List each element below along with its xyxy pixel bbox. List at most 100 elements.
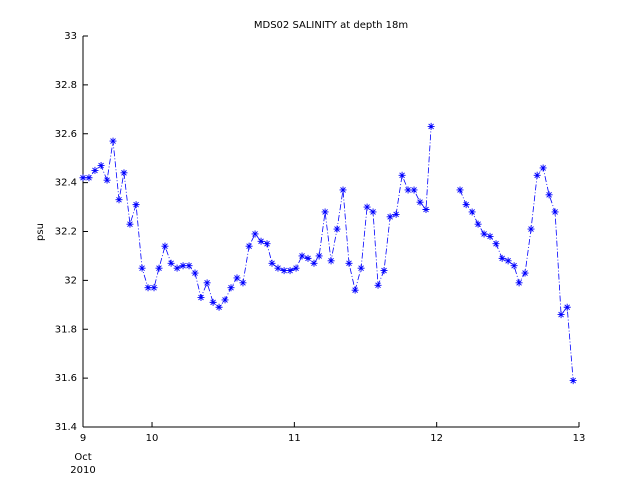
data-marker [292,264,300,272]
data-marker [492,240,500,248]
data-marker [357,264,365,272]
data-line [459,167,574,381]
data-marker [374,281,382,289]
data-marker [257,237,265,245]
data-marker [369,208,377,216]
data-marker [569,377,577,385]
data-marker [268,259,276,267]
data-marker [109,137,117,145]
y-tick-label: 31.8 [55,324,77,335]
data-marker [510,262,518,270]
data-marker [427,122,435,130]
data-marker [138,264,146,272]
data-marker [527,225,535,233]
data-marker [97,162,105,170]
data-marker [339,186,347,194]
data-marker [392,210,400,218]
data-marker [298,252,306,260]
data-marker [398,171,406,179]
x-tick-label: 11 [288,433,301,444]
data-marker [468,208,476,216]
data-marker [363,203,371,211]
data-marker [132,201,140,209]
data-marker [380,267,388,275]
data-marker [474,220,482,228]
data-marker [167,259,175,267]
y-tick-label: 33 [64,31,77,42]
data-marker [191,269,199,277]
x-axis-year: 2010 [70,465,95,476]
data-marker [410,186,418,194]
data-marker [504,257,512,265]
data-marker [85,174,93,182]
data-marker [327,257,335,265]
data-marker [263,240,271,248]
y-tick-label: 32.2 [55,227,77,238]
data-marker [404,186,412,194]
data-marker [351,286,359,294]
data-marker [115,196,123,204]
data-marker [155,264,163,272]
y-tick-label: 31.6 [55,373,77,384]
data-marker [251,230,259,238]
data-marker [79,174,87,182]
data-marker [221,296,229,304]
data-marker [209,298,217,306]
data-marker [315,252,323,260]
data-marker [239,279,247,287]
y-tick-label: 32.8 [55,80,77,91]
y-tick-label: 32.6 [55,129,77,140]
data-marker [345,259,353,267]
data-marker [304,254,312,262]
data-marker [539,164,547,172]
data-marker [203,279,211,287]
data-marker [215,303,223,311]
data-marker [545,191,553,199]
data-marker [286,267,294,275]
data-marker [480,230,488,238]
data-line [83,126,432,308]
y-tick-label: 32.4 [55,178,77,189]
data-marker [179,262,187,270]
data-marker [245,242,253,250]
data-marker [551,208,559,216]
data-marker [197,293,205,301]
data-marker [563,303,571,311]
data-marker [515,279,523,287]
data-marker [144,284,152,292]
data-marker [422,206,430,214]
data-marker [233,274,241,282]
data-marker [521,269,529,277]
data-marker [386,213,394,221]
x-tick-label: 12 [430,433,443,444]
data-marker [321,208,329,216]
chart-title: MDS02 SALINITY at depth 18m [254,20,408,31]
y-tick-label: 31.4 [55,422,77,433]
data-marker [173,264,181,272]
data-marker [557,311,565,319]
data-marker [280,267,288,275]
data-marker [462,201,470,209]
data-marker [274,264,282,272]
data-marker [416,198,424,206]
data-marker [103,176,111,184]
data-marker [486,232,494,240]
y-axis-label: psu [35,223,46,241]
x-tick-label: 10 [146,433,159,444]
x-tick-label: 9 [80,433,86,444]
data-marker [498,254,506,262]
x-tick-label: 13 [573,433,586,444]
data-marker [161,242,169,250]
data-marker [333,225,341,233]
data-marker [91,166,99,174]
data-marker [533,171,541,179]
data-marker [227,284,235,292]
y-tick-label: 32 [64,275,77,286]
data-marker [126,220,134,228]
data-marker [120,169,128,177]
data-marker [310,259,318,267]
x-axis-month: Oct [74,452,91,463]
data-marker [185,262,193,270]
